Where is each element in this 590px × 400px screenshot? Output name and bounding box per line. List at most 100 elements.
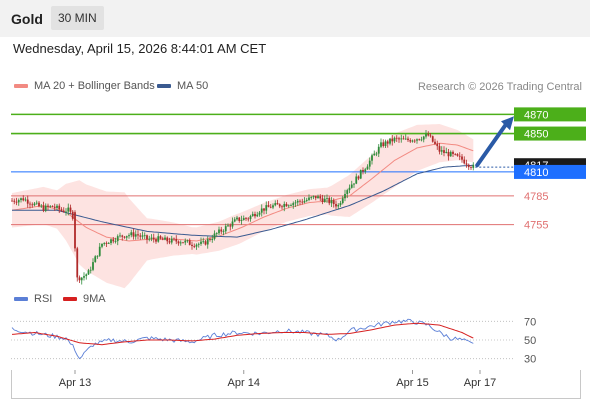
candle-body <box>236 217 238 220</box>
candle-body <box>83 276 85 278</box>
candle-body <box>103 242 106 244</box>
candle-body <box>191 244 193 246</box>
candle-body <box>245 218 247 219</box>
candle-body <box>332 200 335 205</box>
candle-body <box>438 146 441 152</box>
rsi-level-label-50: 50 <box>524 335 536 347</box>
level-tag-4850: 4850 <box>524 129 548 141</box>
candle-body <box>116 236 119 242</box>
timeframe-button[interactable]: 30 MIN <box>51 6 104 30</box>
x-axis: Apr 13 Apr 14 Apr 15 Apr 17 <box>59 370 496 389</box>
candle-body <box>62 210 65 212</box>
forecast-arrow-shaft <box>475 122 508 168</box>
candle-body <box>26 199 29 204</box>
level-tag-bg-4850 <box>514 126 586 141</box>
candle-body <box>362 170 364 172</box>
bollinger-band-fill <box>12 124 474 289</box>
candle-body <box>368 160 371 167</box>
candle-body <box>281 206 283 208</box>
instrument-title: Gold <box>11 11 43 27</box>
candle-body <box>107 243 110 244</box>
ma20-line <box>11 142 474 242</box>
candle-body <box>263 208 265 211</box>
legend-rsi: RSI <box>14 293 52 305</box>
candle-body <box>80 277 83 281</box>
candle-body <box>305 199 308 201</box>
rsi-level-label-70: 70 <box>524 316 536 328</box>
candle-body <box>170 238 173 243</box>
candle-body <box>290 205 292 207</box>
candle-body <box>391 138 394 142</box>
candle-body <box>53 206 56 208</box>
rsi-line <box>11 318 474 360</box>
candle-body <box>141 235 144 237</box>
candle-body <box>74 212 76 249</box>
candle-body <box>355 176 358 184</box>
candle-body <box>146 235 148 240</box>
candle-body <box>121 235 124 237</box>
candle-body <box>71 211 74 219</box>
candle-body <box>357 176 360 179</box>
candle-body <box>38 202 40 207</box>
candle-body <box>161 238 164 240</box>
forecast-arrow-head-icon <box>501 116 514 131</box>
candle-body <box>249 216 252 220</box>
candle-body <box>445 151 448 153</box>
candle-body <box>314 196 317 199</box>
candle-body <box>422 136 425 140</box>
candle-body <box>76 248 79 278</box>
candle-body <box>119 235 121 237</box>
candle-body <box>294 202 297 204</box>
candle-body <box>274 203 277 206</box>
rsi-panel: 70 50 30 <box>11 316 536 366</box>
candle-body <box>319 196 322 199</box>
candle-body <box>377 146 380 154</box>
candle-body <box>112 239 115 242</box>
candle-body <box>139 235 142 237</box>
x-label-apr-17: Apr 17 <box>464 377 496 389</box>
candle-body <box>96 255 99 257</box>
candle-body <box>416 139 418 141</box>
candle-body <box>296 200 299 203</box>
candle-body <box>467 164 470 168</box>
candle-body <box>242 218 245 220</box>
candle-body <box>382 142 385 146</box>
candle-body <box>69 207 72 212</box>
level-tag-4785: 4785 <box>524 191 548 203</box>
level-tag-bg-4810 <box>514 164 586 179</box>
candle-body <box>375 153 378 155</box>
candle-body <box>409 140 412 142</box>
candle-body <box>35 202 38 204</box>
candle-body <box>393 137 396 142</box>
candle-body <box>31 204 34 206</box>
candle-body <box>247 218 250 220</box>
candle-body <box>197 243 200 245</box>
candle-body <box>434 141 436 144</box>
candle-body <box>179 242 182 244</box>
candle-body <box>87 270 90 275</box>
candle-body <box>218 229 220 234</box>
legend-ma50-label: MA 50 <box>177 80 209 92</box>
candle-body <box>339 203 342 205</box>
candle-body <box>233 219 236 222</box>
legend-ma20: MA 20 + Bollinger Bands <box>14 80 155 92</box>
candle-body <box>418 139 421 141</box>
candle-body <box>123 236 126 238</box>
candle-body <box>130 232 133 236</box>
candle-body <box>427 134 430 136</box>
candle-body <box>44 205 47 211</box>
candle-body <box>220 229 223 232</box>
candle-body <box>353 183 355 185</box>
candle-body <box>251 213 254 217</box>
legend-9ma-label: 9MA <box>83 293 106 305</box>
candle-body <box>128 235 130 237</box>
candle-body <box>164 237 166 240</box>
legend-ma20-label: MA 20 + Bollinger Bands <box>34 80 155 92</box>
candle-body <box>202 241 205 243</box>
candle-body <box>47 205 49 207</box>
candle-body <box>470 167 472 168</box>
candle-body <box>380 142 382 147</box>
x-label-apr-13: Apr 13 <box>59 377 91 389</box>
candle-body <box>330 200 333 204</box>
